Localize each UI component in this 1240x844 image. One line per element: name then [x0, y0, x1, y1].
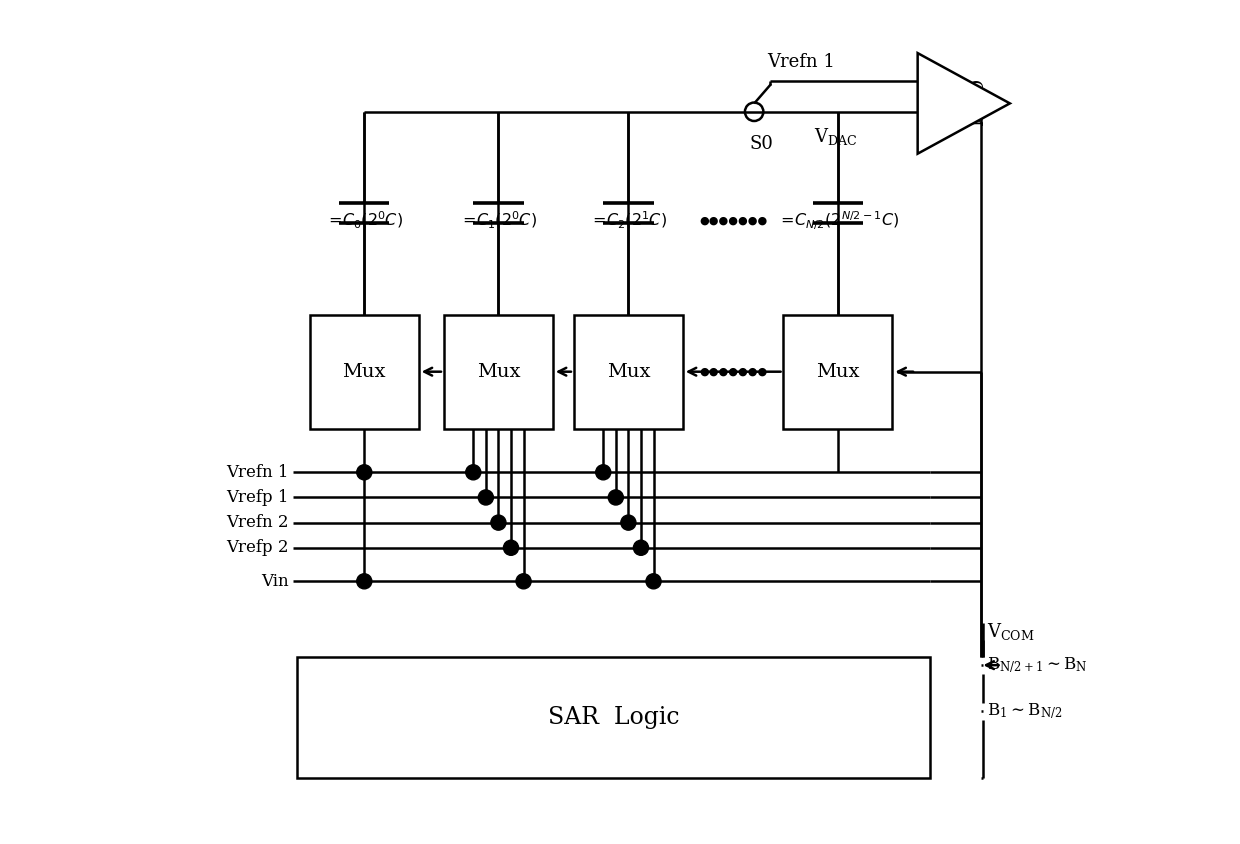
Text: $\mathregular{V_{DAC}}$: $\mathregular{V_{DAC}}$ [815, 127, 858, 148]
Circle shape [621, 515, 636, 530]
Text: Vrefn 1: Vrefn 1 [766, 52, 835, 71]
Circle shape [516, 574, 531, 589]
Circle shape [479, 490, 494, 505]
Circle shape [491, 515, 506, 530]
Circle shape [609, 490, 624, 505]
Bar [574, 315, 683, 429]
Text: Vin: Vin [262, 573, 289, 590]
Bar [298, 657, 930, 778]
Text: Mux: Mux [816, 363, 859, 381]
Text: Vrefp 2: Vrefp 2 [227, 539, 289, 556]
Bar [784, 315, 893, 429]
Text: $=\!C_1(2^0C)$: $=\!C_1(2^0C)$ [460, 210, 537, 231]
Text: Mux: Mux [476, 363, 520, 381]
Polygon shape [918, 53, 1009, 154]
Text: SAR  Logic: SAR Logic [548, 706, 680, 729]
Circle shape [646, 574, 661, 589]
Circle shape [357, 465, 372, 480]
Text: $=\!C_{N/2}(2^{N/2-1}C)$: $=\!C_{N/2}(2^{N/2-1}C)$ [776, 209, 899, 232]
Bar [310, 315, 419, 429]
Circle shape [503, 540, 518, 555]
Text: ●●●●●●●: ●●●●●●● [699, 216, 768, 226]
Text: $\mathregular{B_{N/2+1}{\sim}B_N}$: $\mathregular{B_{N/2+1}{\sim}B_N}$ [987, 656, 1087, 675]
Circle shape [595, 465, 611, 480]
Text: $\mathregular{V_{COM}}$: $\mathregular{V_{COM}}$ [987, 621, 1035, 642]
Text: Mux: Mux [342, 363, 386, 381]
Text: COM: COM [963, 80, 981, 127]
Circle shape [466, 465, 481, 480]
Text: ●●●●●●●: ●●●●●●● [699, 366, 768, 376]
Text: Vrefn 1: Vrefn 1 [227, 464, 289, 481]
Bar [444, 315, 553, 429]
Text: Mux: Mux [606, 363, 650, 381]
Text: $\mathregular{B_1{\sim}B_{N/2}}$: $\mathregular{B_1{\sim}B_{N/2}}$ [987, 701, 1063, 721]
Circle shape [634, 540, 649, 555]
Text: $=\!C_2(2^1C)$: $=\!C_2(2^1C)$ [589, 210, 667, 231]
Text: $=\!C_0(2^0C)$: $=\!C_0(2^0C)$ [325, 210, 403, 231]
Text: Vrefp 1: Vrefp 1 [227, 489, 289, 506]
Circle shape [357, 574, 372, 589]
Text: Vrefn 2: Vrefn 2 [227, 514, 289, 531]
Text: S0: S0 [750, 135, 774, 154]
